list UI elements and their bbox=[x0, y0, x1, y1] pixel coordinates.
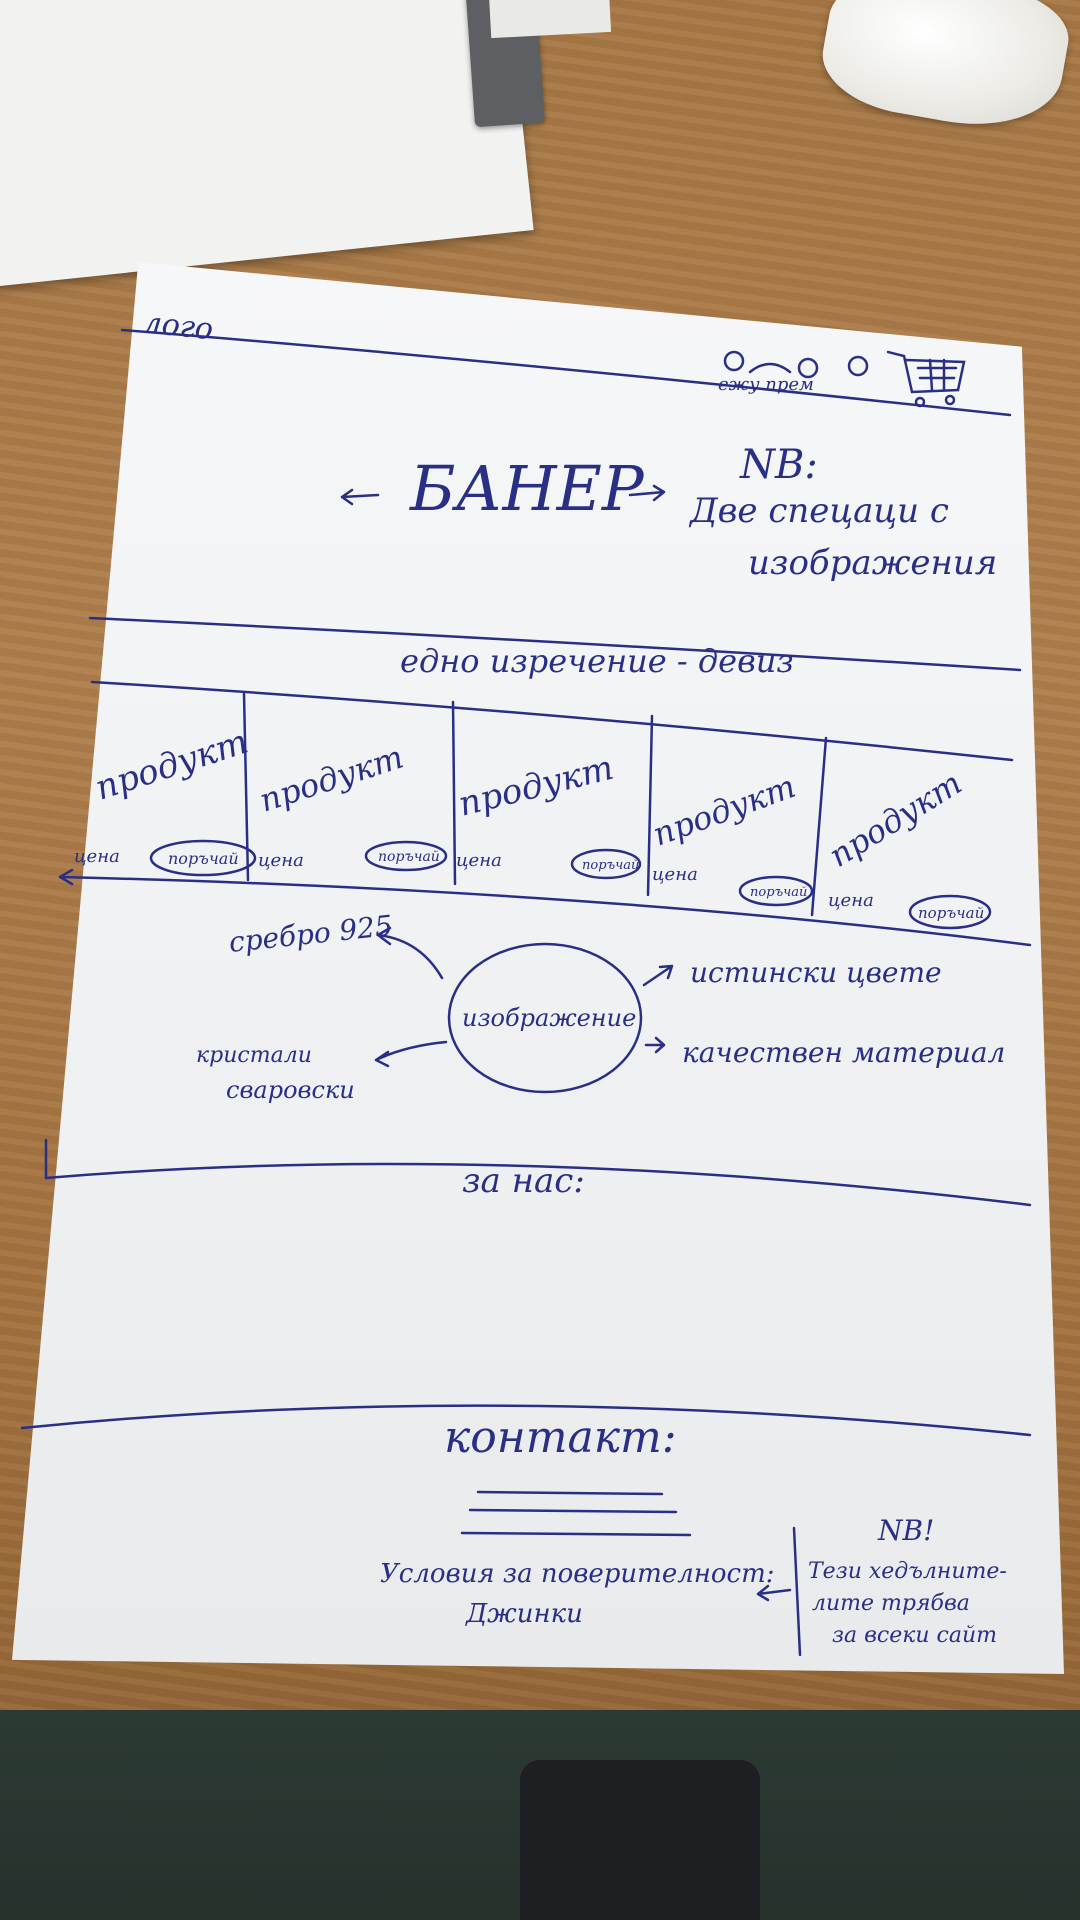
side-note-line1: Тези хедълните- bbox=[808, 1559, 1007, 1584]
contact-title: контакт: bbox=[444, 1412, 677, 1463]
banner-label: БАНЕР bbox=[409, 452, 645, 525]
feature-silver-925: сребро 925 bbox=[227, 909, 394, 959]
image-placeholder-label: изображение bbox=[462, 1004, 636, 1032]
order-button-outline bbox=[149, 839, 257, 877]
order-button[interactable]: поръчай bbox=[168, 849, 239, 868]
side-note-line2: лите трябва bbox=[812, 1591, 970, 1616]
products-top-line bbox=[90, 680, 1014, 762]
banner-left-arrow-icon bbox=[340, 488, 380, 506]
order-button[interactable]: поръчай bbox=[750, 885, 807, 900]
image-placeholder-circle bbox=[447, 942, 643, 1094]
side-note-arrow-icon bbox=[756, 1584, 792, 1602]
product-price: цена bbox=[258, 850, 304, 871]
banner-note-line2: изображения bbox=[748, 543, 997, 583]
side-note-line3: за всеки сайт bbox=[832, 1623, 997, 1648]
product-name: продукт bbox=[455, 748, 618, 825]
arrow-top-right-icon bbox=[642, 964, 674, 987]
product-name: продукт bbox=[648, 767, 801, 854]
product-divider bbox=[451, 700, 457, 886]
feature-quality-material: качествен материал bbox=[682, 1036, 1005, 1069]
product-card: продукт цена поръчай bbox=[455, 748, 640, 873]
feature-real-flowers: истински цвете bbox=[690, 956, 942, 989]
product-name: продукт bbox=[255, 738, 408, 820]
arrow-top-left-icon bbox=[376, 926, 444, 980]
products-bottom-line bbox=[58, 875, 1032, 947]
products-arrow-icon bbox=[58, 868, 74, 886]
order-button-outline bbox=[570, 848, 642, 880]
terms-line1: Условия за поверителност: bbox=[380, 1559, 775, 1589]
banner-right-arrow-icon bbox=[628, 484, 666, 502]
product-divider bbox=[810, 736, 828, 917]
section-title-motto: едно изречение - девиз bbox=[400, 642, 794, 680]
sketch-paper bbox=[12, 262, 1064, 1674]
product-divider bbox=[646, 714, 654, 897]
product-card: продукт цена поръчай bbox=[648, 767, 808, 900]
product-price: цена bbox=[74, 846, 120, 867]
product-name: продукт bbox=[90, 722, 253, 809]
header-icon-link bbox=[748, 362, 792, 374]
about-title: за нас: bbox=[462, 1161, 585, 1201]
feature-crystals-line2: сваровски bbox=[226, 1076, 355, 1104]
user-icon bbox=[847, 355, 869, 377]
product-price: цена bbox=[828, 890, 874, 911]
user-icon bbox=[797, 357, 819, 379]
product-price: цена bbox=[456, 850, 502, 871]
header-separator-line bbox=[120, 328, 1012, 417]
feature-crystals-line1: кристали bbox=[196, 1043, 312, 1068]
order-button-outline bbox=[738, 875, 814, 907]
office-chair bbox=[520, 1760, 760, 1920]
side-note-mark: NB! bbox=[877, 1514, 934, 1547]
product-divider bbox=[242, 692, 250, 882]
terms-line2: Джинки bbox=[465, 1599, 583, 1629]
contact-underline bbox=[476, 1490, 664, 1496]
about-bottom-line bbox=[20, 1404, 1032, 1437]
product-card: продукт цена поръчай bbox=[255, 738, 440, 871]
product-price: цена bbox=[652, 864, 698, 885]
logo-label: лого bbox=[141, 305, 215, 347]
order-button[interactable]: поръчай bbox=[378, 849, 440, 865]
banner-note-line1: Две спецаци с bbox=[688, 491, 949, 531]
order-button-outline bbox=[908, 894, 992, 930]
header-icons-label: ежу прем bbox=[718, 374, 814, 395]
user-icon bbox=[723, 350, 745, 372]
order-button-outline bbox=[364, 840, 448, 872]
banner-bottom-line bbox=[88, 616, 1022, 672]
features-bottom-line bbox=[44, 1162, 1032, 1207]
order-button[interactable]: поръчай bbox=[918, 904, 984, 922]
cart-icon bbox=[886, 350, 966, 408]
product-card: продукт цена поръчай bbox=[822, 764, 984, 922]
arrow-bottom-left-icon bbox=[374, 1040, 448, 1068]
contact-underline bbox=[468, 1508, 678, 1514]
banner-note-mark: NB: bbox=[739, 442, 818, 488]
product-name: продукт bbox=[822, 764, 968, 875]
contact-underline bbox=[460, 1531, 692, 1537]
arrow-bottom-right-icon bbox=[644, 1036, 666, 1054]
order-button[interactable]: поръчай bbox=[582, 858, 639, 873]
side-note-bracket bbox=[792, 1526, 802, 1657]
